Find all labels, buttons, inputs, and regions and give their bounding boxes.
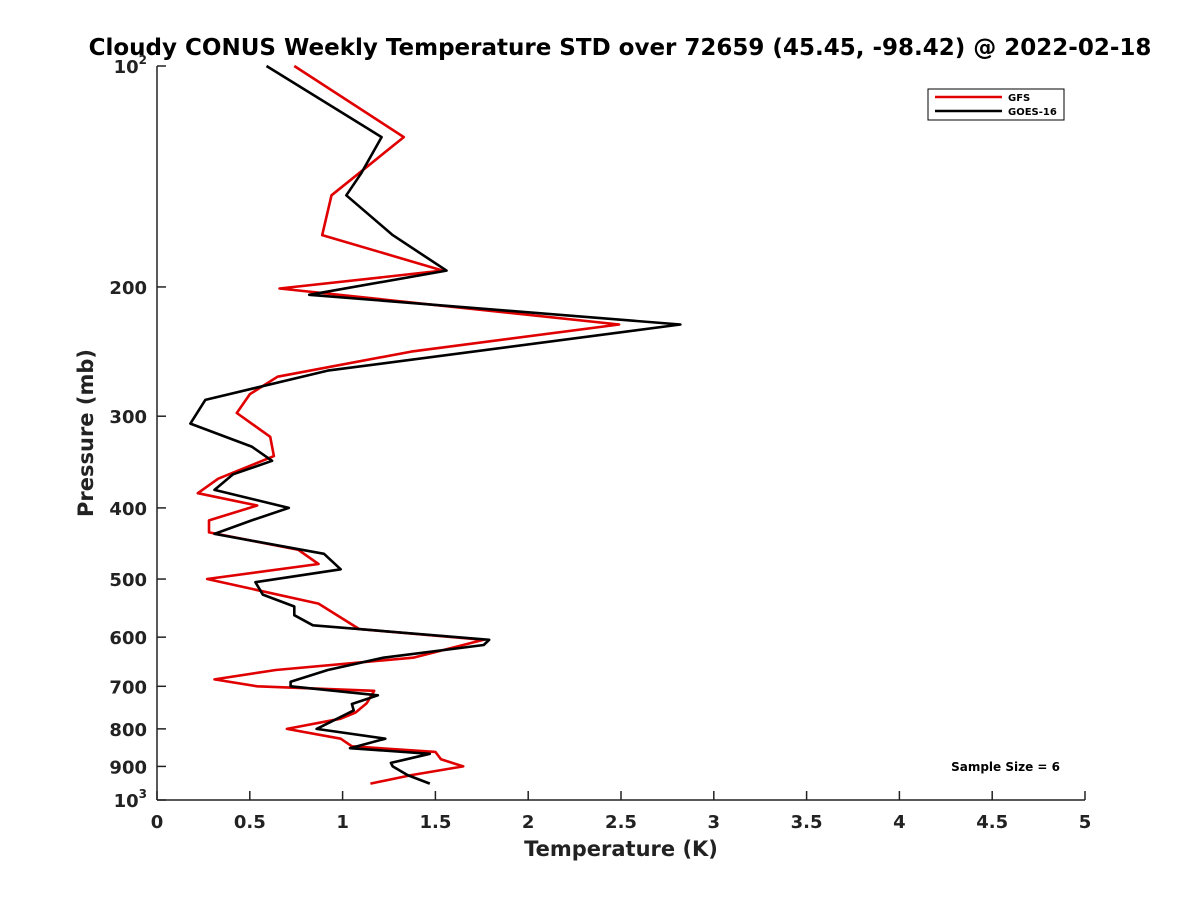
- legend: GFS GOES-16: [927, 88, 1065, 121]
- x-tick-label: 4.5: [976, 812, 1008, 833]
- x-tick-label: 1.5: [419, 812, 451, 833]
- x-tick-label: 1: [336, 812, 349, 833]
- x-tick-label: 4: [893, 812, 906, 833]
- y-tick-label: 200: [109, 278, 147, 299]
- y-tick-label: 900: [109, 757, 147, 778]
- y-axis-label: Pressure (mb): [74, 349, 98, 517]
- series-line-goes-16: [189, 64, 682, 785]
- y-tick-label: 700: [109, 677, 147, 698]
- x-tick-label: 2: [522, 812, 535, 833]
- y-tick-label: 600: [109, 628, 147, 649]
- series-layer: [189, 64, 682, 785]
- y-tick-label: 800: [109, 720, 147, 741]
- series-line-gfs: [196, 64, 621, 785]
- x-axis-label: Temperature (K): [524, 837, 718, 861]
- x-tick-label: 3.5: [791, 812, 823, 833]
- legend-box: [927, 88, 1065, 121]
- x-tick-label: 3: [708, 812, 721, 833]
- y-tick-label: 300: [109, 407, 147, 428]
- chart-title: Cloudy CONUS Weekly Temperature STD over…: [89, 35, 1152, 61]
- x-ticks: 0 0.5 1 1.5 2 2.5 3 3.5 4 4.5 5: [151, 791, 1092, 833]
- legend-label-gfs: GFS: [1008, 93, 1030, 104]
- x-tick-label: 0: [151, 812, 164, 833]
- y-tick-label: 500: [109, 570, 147, 591]
- legend-label-goes-16: GOES-16: [1008, 107, 1057, 118]
- y-tick-label: 400: [109, 499, 147, 520]
- x-tick-label: 0.5: [234, 812, 266, 833]
- sample-size-annotation: Sample Size = 6: [951, 760, 1060, 774]
- x-tick-label: 5: [1079, 812, 1092, 833]
- y-tick-label: 103: [114, 787, 147, 812]
- x-tick-label: 2.5: [605, 812, 637, 833]
